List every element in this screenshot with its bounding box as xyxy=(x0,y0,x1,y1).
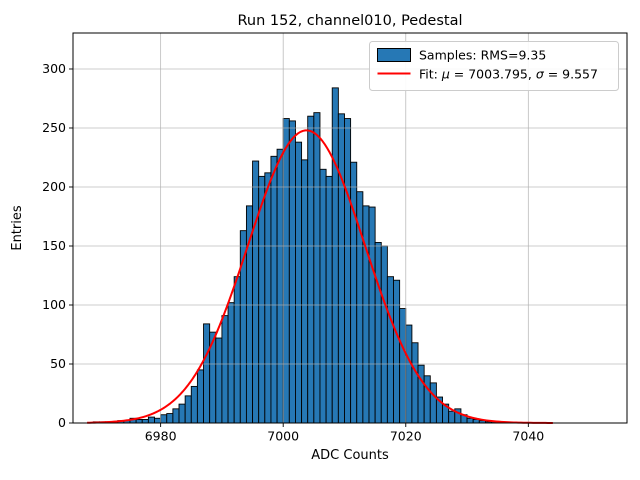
y-tick-labels: 0 50 100 150 200 250 300 xyxy=(42,61,66,430)
y-axis-label: Entries xyxy=(10,205,25,251)
histogram-bar xyxy=(423,375,431,424)
histogram-bar xyxy=(154,417,162,424)
histogram-bar xyxy=(295,141,303,424)
histogram-bar xyxy=(203,323,211,424)
legend-sigma-symbol: σ xyxy=(536,67,545,82)
histogram-bar xyxy=(362,205,370,424)
histogram-bar xyxy=(301,159,309,424)
histogram-bar xyxy=(466,417,474,424)
histogram-bar xyxy=(160,414,168,424)
legend-samples-label: Samples: RMS=9.35 xyxy=(419,48,546,63)
x-tick-labels: 6980 7000 7020 7040 xyxy=(145,429,545,444)
histogram-bar xyxy=(190,385,198,424)
histogram-bar xyxy=(307,115,315,424)
chart-title: Run 152, channel010, Pedestal xyxy=(237,13,462,29)
x-tick-label: 6980 xyxy=(145,429,177,444)
histogram-bar xyxy=(178,403,186,424)
legend-fit-prefix: Fit: xyxy=(419,67,442,82)
histogram-bar xyxy=(405,324,413,424)
x-axis-label: ADC Counts xyxy=(311,448,389,463)
histogram-bar xyxy=(399,308,407,424)
y-tick-label: 100 xyxy=(42,297,66,312)
legend-box xyxy=(369,41,619,91)
histogram-bar xyxy=(141,419,149,424)
histogram-bar xyxy=(319,168,327,424)
legend-samples-swatch xyxy=(377,48,411,62)
x-tick-label: 7040 xyxy=(512,429,544,444)
histogram-bar xyxy=(331,87,339,424)
histogram-bar xyxy=(386,276,394,424)
fit-curve xyxy=(87,129,553,424)
legend-mu-value: = 7003.795, xyxy=(450,67,536,82)
histogram-bar xyxy=(184,395,192,424)
histogram-bar xyxy=(325,175,333,424)
y-tick-label: 0 xyxy=(58,415,66,430)
histogram-bar xyxy=(380,245,388,424)
legend-sigma-value: = 9.557 xyxy=(544,67,598,82)
y-tick-label: 250 xyxy=(42,120,66,135)
y-tick-label: 150 xyxy=(42,238,66,253)
histogram-bar xyxy=(368,206,376,424)
histogram-bar xyxy=(215,337,223,424)
histogram-bar xyxy=(172,408,180,424)
histogram-bars xyxy=(92,87,505,424)
histogram-bar xyxy=(313,112,321,424)
histogram-bar xyxy=(288,120,296,424)
histogram-bar xyxy=(166,413,174,424)
y-tick-label: 200 xyxy=(42,179,66,194)
histogram-bar xyxy=(270,155,278,424)
legend-mu-symbol: μ xyxy=(441,67,450,82)
histogram-bar xyxy=(344,118,352,424)
gaussian-fit-curve xyxy=(87,129,553,424)
histogram-bar xyxy=(393,279,401,424)
histogram-bar xyxy=(417,364,425,424)
axes-frame xyxy=(72,32,628,424)
legend-fit-label: Fit: μ = 7003.795, σ = 9.557 xyxy=(419,67,598,82)
histogram-bar xyxy=(337,113,345,424)
histogram-bar xyxy=(252,160,260,424)
histogram-bar xyxy=(374,242,382,424)
histogram-bar xyxy=(276,148,284,424)
histogram-bar xyxy=(221,315,229,424)
histogram-bar xyxy=(135,419,143,424)
histogram-bar xyxy=(264,172,272,424)
histogram-bar xyxy=(147,416,155,424)
histogram-bar xyxy=(196,369,204,424)
histogram-bar xyxy=(233,276,241,424)
axis-ticks xyxy=(69,68,529,427)
histogram-bar xyxy=(411,342,419,424)
histogram-bar xyxy=(429,382,437,424)
histogram-bar xyxy=(448,410,456,424)
y-tick-label: 300 xyxy=(42,61,66,76)
histogram-bar xyxy=(227,302,235,424)
histogram-bar xyxy=(350,161,358,424)
legend: Samples: RMS=9.35 Fit: μ = 7003.795, σ =… xyxy=(369,41,619,91)
x-tick-label: 7020 xyxy=(390,429,422,444)
histogram-bar xyxy=(282,118,290,424)
y-tick-label: 50 xyxy=(50,356,66,371)
x-tick-label: 7000 xyxy=(267,429,299,444)
